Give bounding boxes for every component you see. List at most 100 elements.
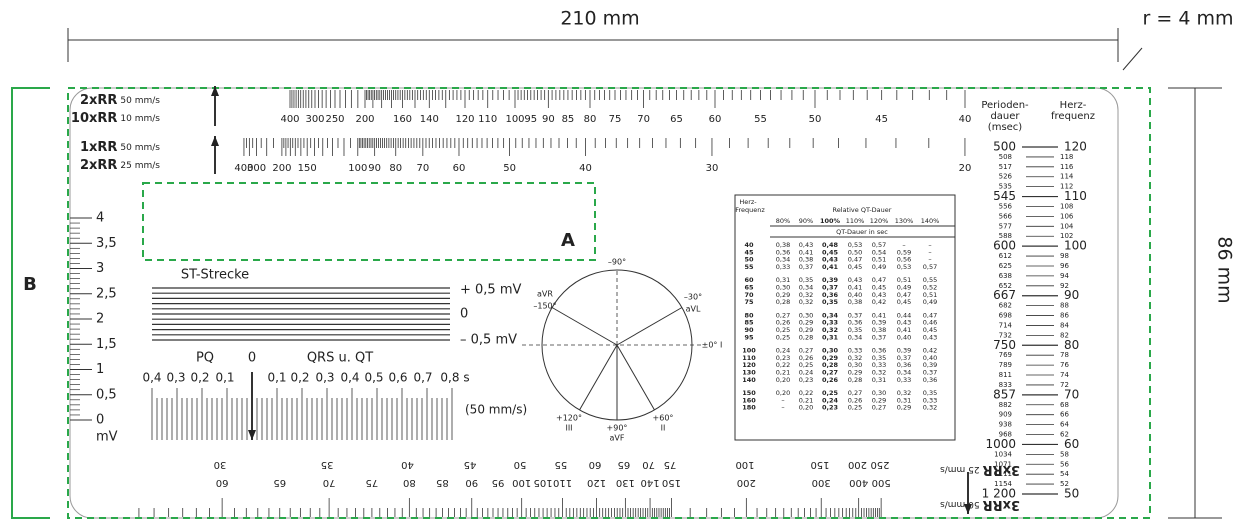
rate-value: 54: [1060, 470, 1069, 478]
period-value: 1071: [994, 460, 1012, 468]
period-value: 652: [999, 282, 1012, 290]
table-cell: 0,51: [872, 256, 886, 264]
scale-label: 75: [366, 477, 379, 488]
scale-label: 140: [641, 477, 660, 488]
table-cell: 0,49: [872, 263, 886, 271]
rate-value: 68: [1060, 401, 1069, 409]
scale-label: 30: [214, 459, 227, 470]
table-cell: 0,34: [776, 256, 790, 264]
rate-value: 58: [1060, 450, 1069, 458]
pq-scale-label: 0,1: [267, 371, 286, 385]
scale-speed: 50 mm/s: [940, 500, 980, 510]
table-cell: 0,39: [897, 347, 911, 355]
height-label: 86 mm: [1214, 236, 1236, 303]
scale-label: 80: [403, 477, 416, 488]
scale-label: 100: [735, 459, 754, 470]
table-cell: 0,32: [897, 389, 911, 397]
period-value: 556: [999, 202, 1013, 210]
table-cell: 0,54: [872, 248, 886, 256]
table-cell: –: [781, 396, 784, 404]
table-cell: 0,40: [923, 354, 937, 362]
table-cell: 0,36: [848, 319, 862, 327]
st-label: – 0,5 mV: [460, 333, 517, 348]
table-cell: 0,25: [776, 333, 790, 341]
pq-label: PQ: [196, 351, 214, 366]
rate-value: 70: [1064, 387, 1079, 401]
table-column: 80%: [776, 217, 790, 225]
table-cell: 0,33: [776, 263, 790, 271]
pq-scale-label: 0,2: [290, 371, 309, 385]
scale-label: 100: [512, 477, 531, 488]
scale-label: 45: [875, 114, 888, 125]
pq-scale-label: 0,3: [315, 371, 334, 385]
period-value: 789: [999, 361, 1012, 369]
rate-value: 102: [1060, 232, 1073, 240]
period-value: 857: [993, 387, 1016, 401]
scale-label: 90: [465, 477, 478, 488]
mv-label: 3,5: [96, 236, 117, 251]
scale-label: 100: [348, 163, 367, 174]
table-cell: 0,32: [799, 298, 813, 306]
pq-scale-label: 0,4: [142, 371, 161, 385]
scale-label: 90: [368, 163, 381, 174]
table-rate: 140: [742, 376, 756, 384]
table-cell: 0,37: [848, 311, 862, 319]
table-cell: 0,32: [848, 354, 862, 362]
scale-row-label: 2xRR 25 mm/s: [80, 158, 160, 173]
table-cell: 0,27: [799, 347, 813, 355]
table-cell: 0,51: [897, 276, 911, 284]
qt-table-frame: [734, 194, 956, 441]
table-cell: 0,26: [848, 396, 862, 404]
axis-label: –30°: [684, 293, 702, 302]
table-cell: 0,36: [822, 291, 839, 299]
table-cell: 0,33: [848, 347, 862, 355]
table-cell: 0,33: [872, 361, 886, 369]
pq-scale-label: 0,6: [388, 371, 407, 385]
table-cell: 0,34: [848, 333, 862, 341]
period-value: 1154: [994, 480, 1012, 488]
period-value: 714: [999, 321, 1013, 329]
table-rate: 120: [742, 361, 756, 369]
table-rate: 130: [742, 369, 756, 377]
st-label: + 0,5 mV: [460, 283, 521, 298]
table-rate: 100: [742, 347, 756, 355]
table-cell: 0,49: [897, 284, 911, 292]
table-cell: 0,23: [822, 404, 838, 412]
scale-label: 160: [393, 114, 412, 125]
rate-value: 104: [1060, 222, 1074, 230]
tick: [579, 344, 618, 411]
axis-label: +60°: [653, 414, 674, 423]
table-cell: 0,34: [897, 369, 911, 377]
period-value: 968: [999, 431, 1012, 439]
table-cell: –: [902, 241, 905, 249]
scale-label: 70: [323, 477, 336, 488]
period-value: 545: [993, 189, 1016, 203]
table-cell: 0,43: [848, 276, 862, 284]
mv-label: 0: [96, 413, 104, 428]
scale-label: 45: [464, 459, 477, 470]
period-value: 517: [999, 163, 1012, 171]
table-cell: 0,37: [822, 284, 838, 292]
scale-label: 110: [553, 477, 572, 488]
rate-value: 96: [1060, 262, 1069, 270]
scale-row-label: 2xRR 50 mm/s: [80, 93, 160, 108]
period-value: 811: [999, 371, 1012, 379]
arrow-head: [964, 504, 972, 514]
scale-label: 40: [959, 114, 972, 125]
rate-value: 98: [1060, 252, 1069, 260]
rate-header: frequenz: [1051, 111, 1095, 122]
table-cell: 0,30: [872, 389, 886, 397]
table-column: 100%: [820, 217, 841, 225]
table-cell: 0,22: [799, 389, 813, 397]
rate-value: 84: [1060, 321, 1069, 329]
scale-label: 250: [325, 114, 344, 125]
table-cell: 0,43: [799, 241, 813, 249]
table-cell: 0,31: [872, 376, 886, 384]
pq-scale-label: 0,8 s: [440, 371, 469, 385]
scale-multiplier: 2xRR: [80, 93, 117, 108]
table-cell: 0,50: [848, 248, 862, 256]
scale-label: 400: [234, 163, 253, 174]
period-value: 625: [999, 262, 1012, 270]
table-cell: 0,28: [799, 333, 813, 341]
table-rate: 180: [742, 404, 756, 412]
